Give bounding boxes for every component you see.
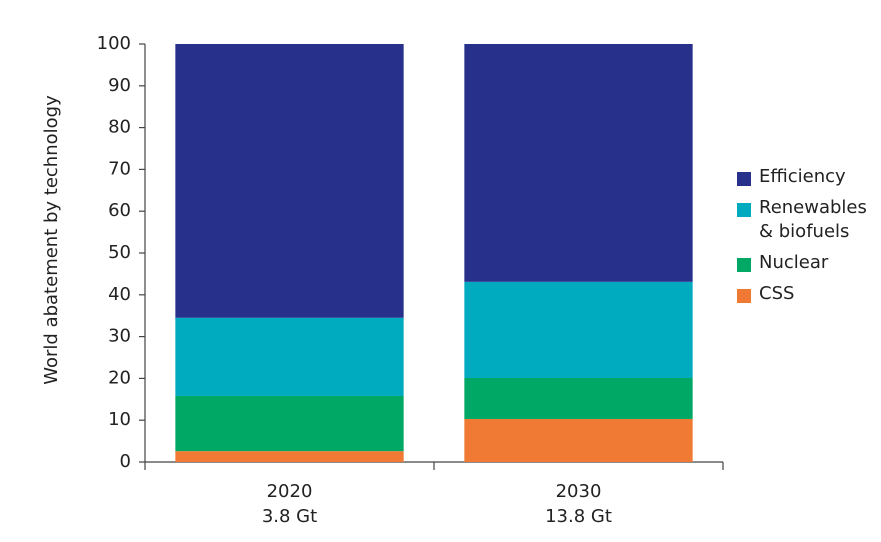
y-tick-label: 10 [108, 409, 131, 430]
y-tick-label: 0 [120, 451, 131, 472]
y-tick-label: 80 [108, 117, 131, 138]
y-tick-label: 30 [108, 326, 131, 347]
legend-label: Renewables & biofuels [759, 197, 867, 242]
legend-swatch [737, 203, 751, 217]
bar-segment [175, 317, 404, 396]
legend-entry: Efficiency [737, 166, 881, 189]
y-tick-label: 60 [108, 200, 131, 221]
legend-entry: Nuclear [737, 252, 881, 275]
legend: Efficiency Renewables & biofuels Nuclear CS… [737, 166, 881, 316]
legend-label: CSS [759, 283, 795, 304]
legend-entry: CSS [737, 283, 881, 306]
y-tick-label: 50 [108, 242, 131, 263]
bar-segment [464, 377, 693, 419]
y-tick-label: 100 [97, 33, 131, 54]
legend-swatch [737, 172, 751, 186]
x-tick-label: 2020 [267, 481, 313, 502]
bar-segment [175, 395, 404, 452]
legend-swatch [737, 289, 751, 303]
bar-segment [464, 281, 693, 378]
x-tick-sublabel: 3.8 Gt [262, 506, 317, 527]
y-tick-label: 70 [108, 158, 131, 179]
y-axis-label: World abatement by technology [41, 95, 62, 385]
legend-label: Efficiency [759, 166, 846, 187]
bar-segment [464, 44, 693, 282]
legend-swatch [737, 258, 751, 272]
bar-segment [464, 418, 693, 462]
y-tick-label: 90 [108, 75, 131, 96]
y-tick-label: 40 [108, 284, 131, 305]
bar-segment [175, 451, 404, 462]
bar-segment [175, 44, 404, 318]
x-tick-label: 2030 [556, 481, 602, 502]
y-tick-label: 20 [108, 367, 131, 388]
legend-entry: Renewables & biofuels [737, 197, 881, 244]
x-tick-sublabel: 13.8 Gt [545, 506, 612, 527]
legend-label: Nuclear [759, 252, 829, 273]
